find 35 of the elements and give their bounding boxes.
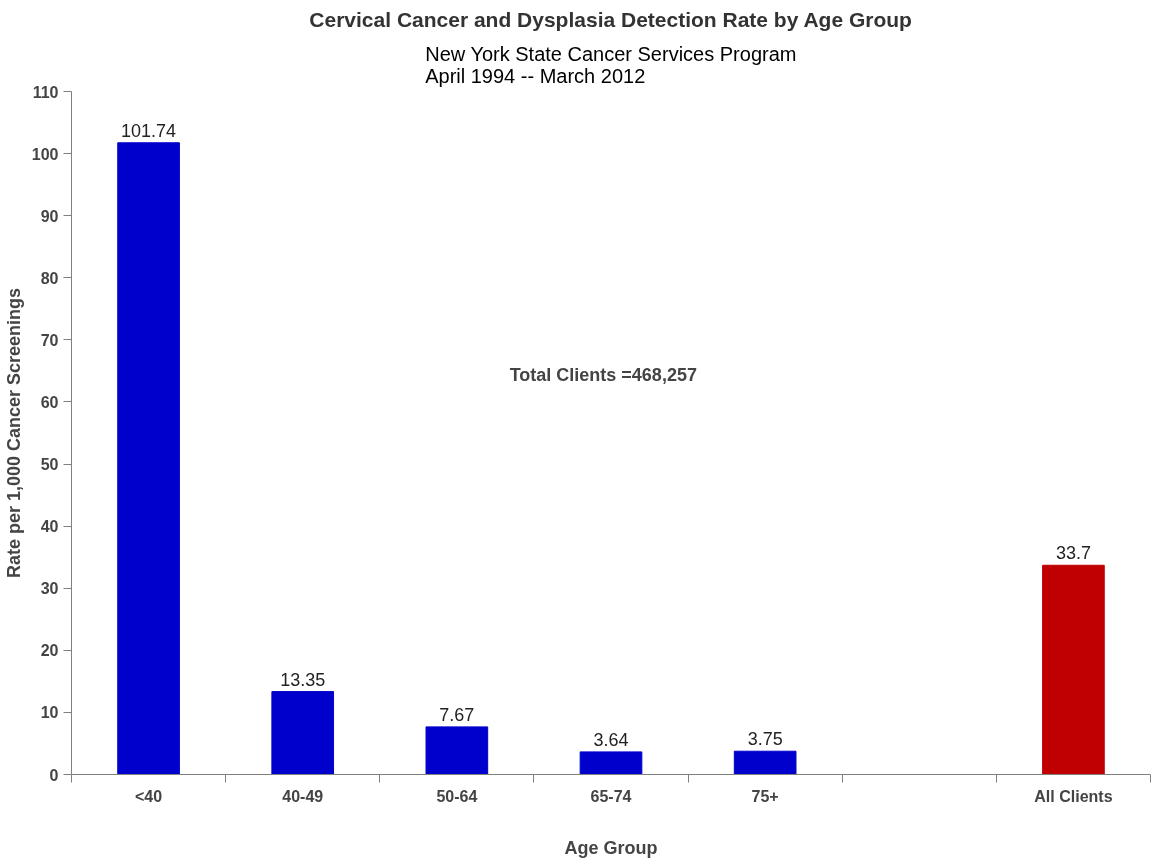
bar <box>271 691 335 775</box>
bar <box>733 750 797 775</box>
x-tick-label: 75+ <box>751 787 779 805</box>
y-tick-label: 50 <box>40 456 59 474</box>
bar <box>117 142 180 775</box>
y-axis-title: Rate per 1,000 Cancer Screenings <box>3 287 24 579</box>
x-tick-label: All Clients <box>1034 787 1113 805</box>
chart-title: Cervical Cancer and Dysplasia Detection Rate by Age Group <box>309 7 912 31</box>
chart-subtitle: New York State Cancer Services Program April 1994 -- March 2012 <box>425 42 797 87</box>
bar <box>425 726 489 775</box>
y-tick-label: 40 <box>40 518 59 536</box>
y-tick-label: 20 <box>40 642 59 660</box>
x-tick-label: <40 <box>135 787 163 805</box>
y-tick-label: 10 <box>40 704 59 722</box>
annotation: Total Clients =468,257 <box>509 365 697 386</box>
data-label: 7.67 <box>439 704 475 725</box>
x-tick-label: 50-64 <box>436 787 478 805</box>
y-tick-label: 70 <box>40 331 59 349</box>
y-tick-label: 80 <box>40 269 59 287</box>
data-label: 3.75 <box>747 729 783 750</box>
x-tick-label: 40-49 <box>282 787 324 805</box>
y-tick-label: 90 <box>40 207 59 225</box>
x-tick-label: 65-74 <box>590 787 632 805</box>
y-tick-label: 110 <box>32 83 59 101</box>
x-axis-title: Age Group <box>564 837 658 858</box>
data-label: 13.35 <box>280 669 326 690</box>
data-label: 101.74 <box>121 120 177 141</box>
y-tick-label: 60 <box>40 393 59 411</box>
y-tick-label: 100 <box>31 145 59 163</box>
data-label: 33.7 <box>1055 543 1091 564</box>
bar <box>579 751 643 775</box>
y-tick-label: 0 <box>49 766 59 784</box>
data-label: 3.64 <box>593 729 629 750</box>
y-tick-label: 30 <box>40 580 59 598</box>
bar <box>1042 564 1105 775</box>
